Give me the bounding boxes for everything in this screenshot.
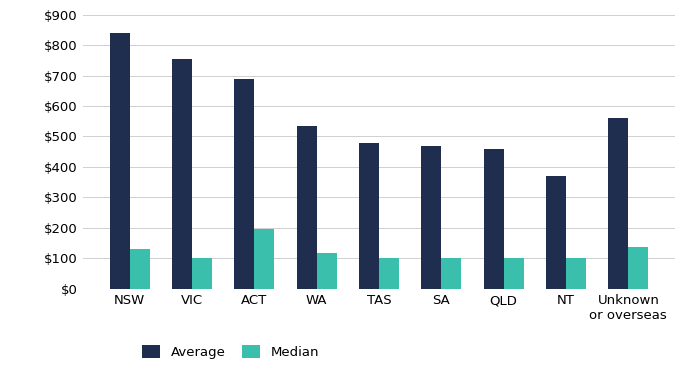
Bar bbox=[297, 126, 317, 289]
Bar bbox=[546, 176, 566, 289]
Bar bbox=[172, 59, 192, 289]
Bar bbox=[504, 258, 524, 289]
Bar bbox=[566, 258, 586, 289]
Bar bbox=[254, 229, 274, 289]
Bar bbox=[379, 258, 399, 289]
Bar bbox=[628, 247, 648, 289]
Bar bbox=[608, 118, 628, 289]
Bar bbox=[192, 258, 212, 289]
Bar bbox=[317, 253, 336, 289]
Bar bbox=[130, 249, 150, 289]
Bar bbox=[110, 33, 130, 289]
Bar bbox=[422, 146, 441, 289]
Bar bbox=[484, 149, 504, 289]
Bar bbox=[359, 142, 379, 289]
Bar bbox=[441, 258, 461, 289]
Legend: Average, Median: Average, Median bbox=[136, 339, 325, 364]
Bar bbox=[234, 79, 254, 289]
